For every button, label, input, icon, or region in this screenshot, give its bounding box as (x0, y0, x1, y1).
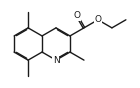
Text: N: N (53, 56, 59, 65)
Text: O: O (74, 12, 81, 21)
Text: O: O (94, 15, 101, 24)
